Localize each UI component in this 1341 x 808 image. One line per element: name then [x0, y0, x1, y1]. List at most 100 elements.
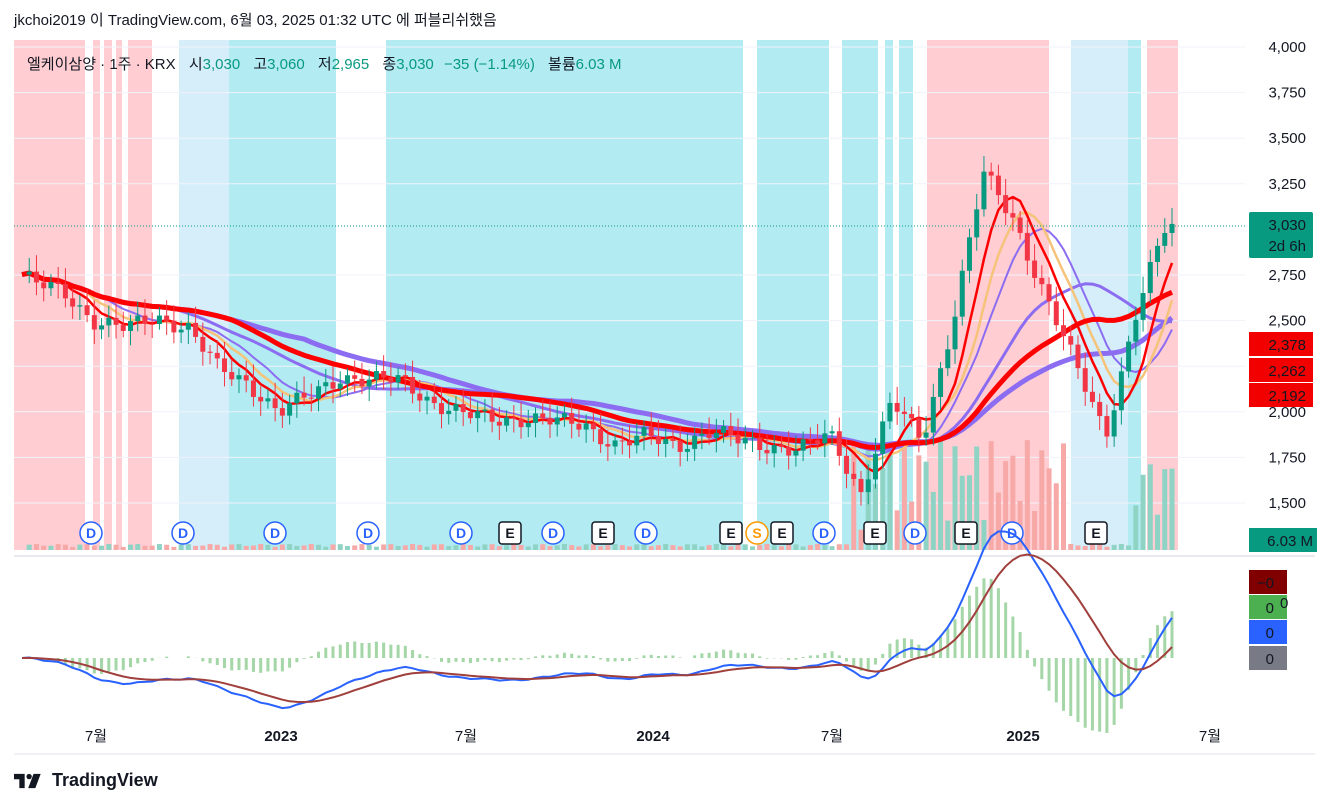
zone-pale	[179, 40, 229, 550]
candle	[583, 414, 589, 443]
macd-histogram-bar	[1098, 658, 1102, 732]
candle	[619, 427, 625, 455]
ma-price-badge	[1249, 332, 1313, 356]
candle	[142, 299, 148, 336]
candle	[1140, 276, 1146, 332]
macd-histogram-bar	[599, 658, 603, 660]
candle	[475, 401, 481, 433]
dividend-marker: D	[903, 521, 927, 545]
volume-bar	[959, 475, 965, 550]
volume-bar	[822, 545, 828, 550]
candle	[1075, 335, 1081, 379]
candle	[258, 386, 264, 416]
candle	[728, 412, 734, 447]
publish-info: jkchoi2019 이 TradingView.com, 6월 03, 202…	[14, 12, 497, 29]
candle	[641, 420, 647, 451]
macd-histogram-bar	[722, 649, 726, 658]
macd-histogram-bar	[562, 652, 566, 658]
volume-bar	[467, 544, 473, 550]
volume-badge	[1249, 528, 1317, 552]
volume-bar	[836, 544, 842, 550]
svg-text:E: E	[961, 525, 970, 541]
volume-bar	[1169, 468, 1175, 550]
macd-histogram-bar	[1062, 658, 1066, 711]
candle	[214, 340, 220, 369]
candle	[106, 305, 112, 338]
volume-bar	[713, 544, 719, 550]
svg-text:D: D	[456, 525, 466, 541]
macd-histogram-bar	[924, 647, 928, 658]
volume-bar	[453, 545, 459, 550]
volume-bar	[229, 544, 235, 550]
volume-bar	[590, 544, 596, 550]
candle	[590, 412, 596, 442]
change-value: −35 (−1.14%)	[443, 56, 535, 73]
candle	[99, 318, 105, 340]
macd-value-text: 0	[1266, 600, 1274, 617]
volume-bar	[655, 545, 661, 550]
candle	[822, 419, 828, 458]
candle	[236, 368, 242, 394]
macd-histogram-bar	[1054, 658, 1058, 703]
volume-bar	[410, 544, 416, 550]
macd-histogram-bar	[591, 656, 595, 658]
tradingview-logo[interactable]: TradingView	[14, 770, 158, 791]
candle	[207, 345, 213, 365]
time-tick-label: 2024	[636, 728, 670, 745]
volume-bar	[807, 545, 813, 550]
volume-bar	[496, 546, 502, 550]
candle	[576, 408, 582, 437]
macd-histogram-bar	[794, 658, 798, 660]
macd-histogram-bar	[201, 658, 205, 662]
candle	[316, 380, 322, 412]
volume-bar	[547, 546, 553, 550]
macd-histogram-bar	[490, 658, 494, 662]
volume-bar	[880, 467, 886, 550]
candle	[836, 417, 842, 466]
macd-histogram-bar	[447, 658, 451, 663]
svg-text:D: D	[910, 525, 920, 541]
macd-histogram-bar	[223, 658, 227, 669]
candle	[250, 364, 256, 407]
time-tick-label: 2025	[1006, 728, 1039, 745]
candle	[923, 416, 929, 446]
dividend-marker: D	[171, 521, 195, 545]
volume-bar	[99, 545, 105, 550]
volume-bar	[243, 545, 249, 550]
volume-bar	[764, 544, 770, 550]
candle	[366, 369, 372, 401]
volume-bar	[171, 546, 177, 550]
volume-bar	[1075, 545, 1081, 550]
svg-text:S: S	[752, 525, 761, 541]
volume-bar	[641, 544, 647, 550]
volume-bar	[1162, 469, 1168, 550]
candle	[410, 360, 416, 404]
candle	[1133, 306, 1139, 356]
macd-histogram-bar	[230, 658, 234, 671]
candle	[721, 420, 727, 443]
volume-bar	[627, 546, 633, 550]
candle	[525, 409, 531, 438]
macd-histogram-bar	[309, 656, 313, 658]
candle	[489, 393, 495, 433]
symbol-title[interactable]: 엘케이삼양 · 1주 · KRX	[27, 56, 176, 73]
zone-bull	[757, 40, 829, 550]
candle	[872, 438, 878, 489]
candle	[1010, 198, 1016, 232]
candle	[757, 422, 763, 461]
candle	[988, 162, 994, 191]
volume-bar	[923, 461, 929, 550]
macd-histogram-bar	[1170, 611, 1174, 658]
price-tick-label: 1,750	[1268, 449, 1306, 466]
volume-bar	[648, 546, 654, 550]
ma-price-text: 2,378	[1268, 337, 1306, 354]
price-tick-label: 3,500	[1268, 130, 1306, 147]
macd-value-badge	[1249, 595, 1287, 619]
macd-histogram-bar	[324, 647, 328, 658]
volume-bar	[1133, 505, 1139, 550]
candle	[735, 418, 741, 458]
macd-histogram-bar	[1148, 638, 1152, 658]
macd-value-text: −0	[1257, 575, 1274, 592]
candle	[1061, 309, 1067, 351]
